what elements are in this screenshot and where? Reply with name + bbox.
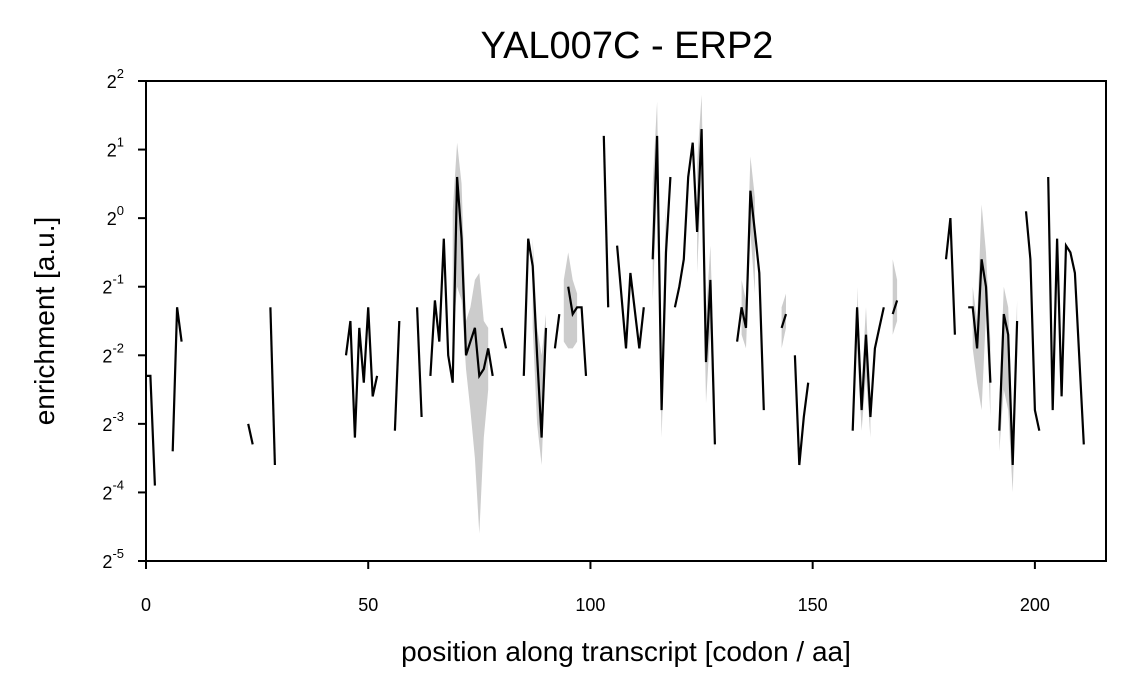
series-segment-26 [1047, 176, 1085, 445]
series-segment-18 [780, 313, 788, 329]
series-segment-16 [673, 128, 716, 445]
series-segment-23 [968, 259, 992, 383]
series-segment-22 [944, 217, 956, 335]
series-segment-9 [500, 327, 508, 349]
y-axis-label: enrichment [a.u.] [29, 217, 60, 426]
series-segment-5 [344, 307, 379, 438]
series-segment-25 [1024, 211, 1041, 431]
plot-frame [145, 80, 1107, 562]
x-axis-ticks: 0 50 100 150 200 [141, 561, 1050, 615]
series-segment-20 [851, 307, 885, 431]
series-segment-14 [616, 245, 645, 349]
x-tick-label: 150 [798, 595, 828, 615]
y-tick-label: 2-4 [102, 477, 124, 503]
series-segment-12 [567, 286, 588, 376]
data-series [146, 128, 1085, 486]
confidence-bands [452, 94, 1018, 534]
x-tick-label: 100 [575, 595, 605, 615]
x-tick-label: 0 [141, 595, 151, 615]
y-tick-label: 2-1 [102, 272, 124, 298]
series-segment-8 [429, 176, 494, 383]
series-segment-4 [269, 307, 276, 466]
series-segment-24 [998, 313, 1019, 466]
series-segment-1 [146, 374, 156, 486]
series-segment-17 [736, 190, 765, 411]
series-segment-15 [651, 135, 672, 411]
y-tick-label: 22 [107, 66, 124, 92]
y-tick-label: 21 [107, 135, 124, 161]
y-tick-label: 2-3 [102, 409, 124, 435]
series-segment-11 [553, 313, 561, 349]
series-segment-10 [522, 238, 548, 438]
y-axis-ticks: 22 21 20 2-1 2-2 2-3 2-4 2-5 [102, 66, 146, 572]
series-segment-13 [602, 135, 610, 308]
confidence-band-10 [972, 204, 991, 417]
series-segment-3 [247, 423, 254, 445]
x-axis-label: position along transcript [codon / aa] [401, 636, 851, 667]
chart-title: YAL007C - ERP2 [481, 25, 774, 67]
series-segment-21 [891, 300, 899, 315]
x-tick-label: 50 [358, 595, 378, 615]
x-tick-label: 200 [1020, 595, 1050, 615]
y-tick-label: 2-5 [102, 546, 124, 572]
series-segment-19 [793, 355, 810, 466]
y-tick-label: 2-2 [102, 340, 124, 366]
series-segment-7 [416, 307, 423, 418]
y-tick-label: 20 [107, 203, 124, 229]
series-segment-2 [171, 307, 183, 452]
confidence-band-9 [892, 259, 898, 335]
series-segment-6 [393, 320, 401, 431]
confidence-band-5 [697, 94, 715, 452]
